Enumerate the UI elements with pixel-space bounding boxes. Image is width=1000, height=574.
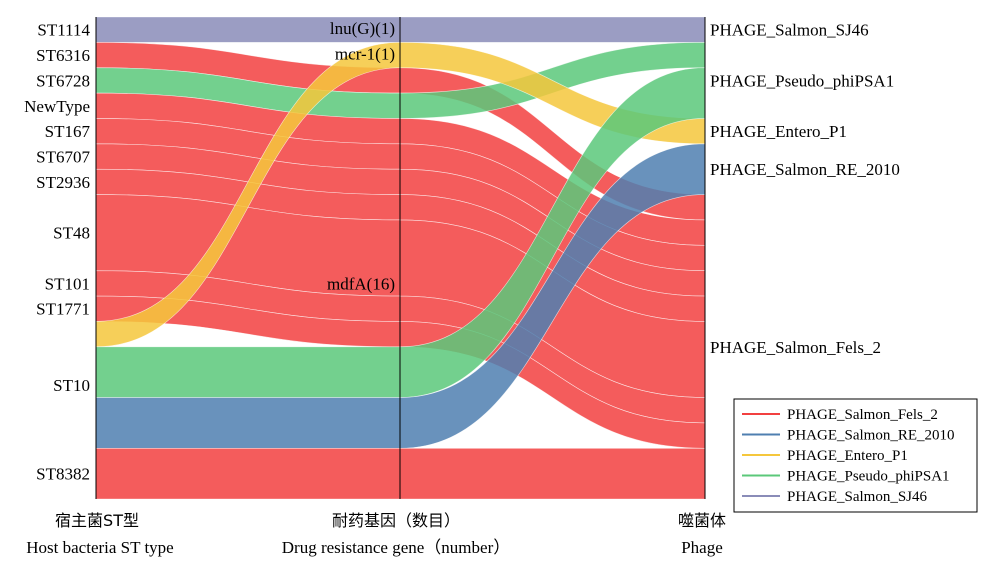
axis-lines [95,17,706,499]
phage-label-phage-salmon-sj46: PHAGE_Salmon_SJ46 [710,21,869,40]
legend-label-phage-pseudo-phipsa1: PHAGE_Pseudo_phiPSA1 [787,469,950,485]
legend-label-phage-salmon-re-2010: PHAGE_Salmon_RE_2010 [787,428,955,444]
st-label-st1771: ST1771 [36,300,90,319]
st-label-st101: ST101 [45,274,90,293]
legend: PHAGE_Salmon_Fels_2 PHAGE_Salmon_RE_2010 P… [733,398,978,513]
st-label-st6316: ST6316 [36,46,90,65]
st-label-st6707: ST6707 [36,148,90,167]
axis1-title-en: Host bacteria ST type [26,538,173,557]
flow-layer [95,16,706,500]
axis3-title-en: Phage [681,538,723,557]
st-label-st6728: ST6728 [36,71,90,90]
phage-label-phage-salmon-fels-2: PHAGE_Salmon_Fels_2 [710,338,881,357]
phage-label-phage-entero-p1: PHAGE_Entero_P1 [710,122,847,141]
gene-label-mdfa-16: mdfA(16) [327,274,395,293]
gene-label-mcr-1-1: mcr-1(1) [335,44,395,63]
phage-label-phage-pseudo-phipsa1: PHAGE_Pseudo_phiPSA1 [710,71,894,90]
gene-label-lnu-g-1: lnu(G)(1) [330,19,395,38]
st-label-newtype: NewType [24,97,90,116]
axis2-title-zh: 耐药基因（数目） [332,511,460,530]
stratum-labels: ST1114 ST6316 ST6728 NewType ST167 ST6707 ST29… [24,19,900,484]
st-label-st167: ST167 [45,122,91,141]
st-label-st48: ST48 [53,224,90,243]
legend-label-phage-entero-p1: PHAGE_Entero_P1 [787,448,908,464]
st-label-st1114: ST1114 [37,21,90,40]
st-label-st2936: ST2936 [36,173,90,192]
axis1-title-zh: 宿主菌ST型 [55,511,139,530]
legend-label-phage-salmon-fels-2: PHAGE_Salmon_Fels_2 [787,407,938,423]
phage-label-phage-salmon-re-2010: PHAGE_Salmon_RE_2010 [710,160,900,179]
axis3-title-zh: 噬菌体 [678,511,726,530]
axis2-title-en: Drug resistance gene（number） [282,538,510,557]
legend-label-phage-salmon-sj46: PHAGE_Salmon_SJ46 [787,489,928,505]
st-label-st8382: ST8382 [36,465,90,484]
st-label-st10: ST10 [53,376,90,395]
